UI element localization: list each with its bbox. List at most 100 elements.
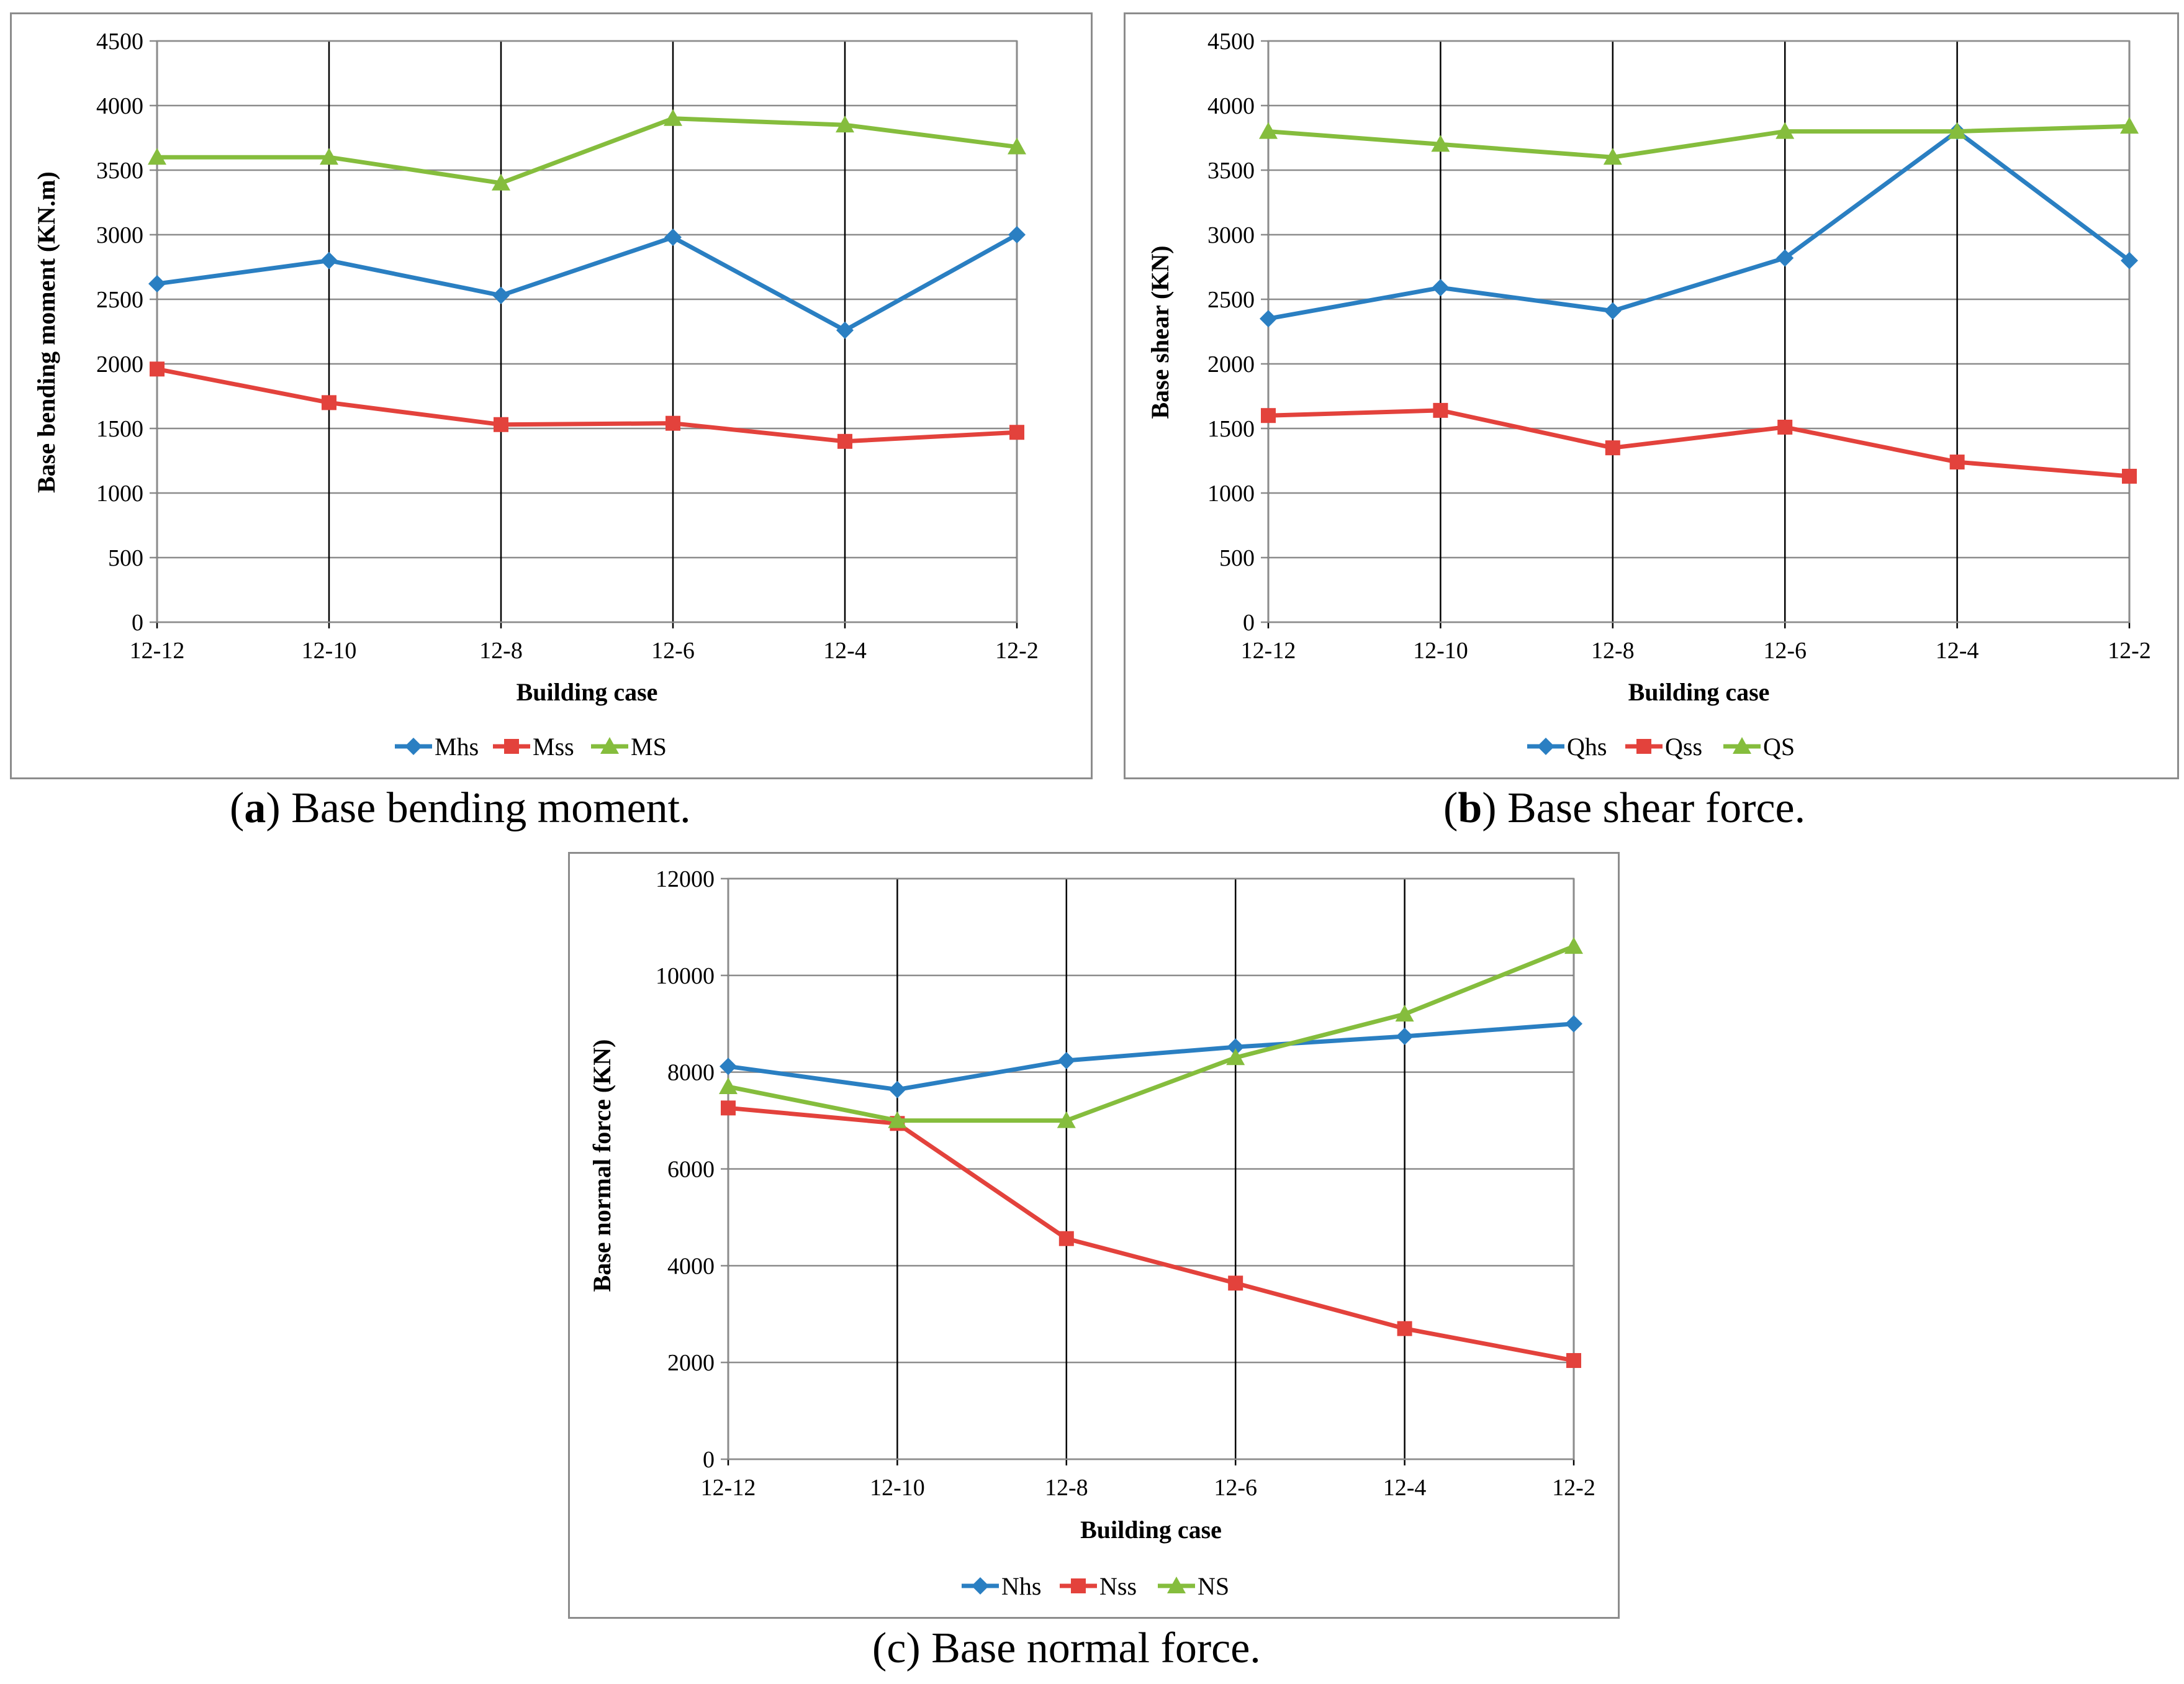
- data-point: [492, 173, 510, 191]
- data-point: [664, 109, 682, 126]
- caption-text: Base normal force.: [920, 1624, 1261, 1672]
- x-tick-label: 12-2: [995, 638, 1039, 664]
- x-tick-label: 12-10: [870, 1475, 925, 1501]
- x-tick-label: 12-6: [1763, 638, 1807, 664]
- y-tick-label: 2500: [1207, 287, 1255, 313]
- chart-panel-a: 0 500 1000 1500 2000 2500 3000 3500 4000 4500 12-1…: [10, 12, 1093, 779]
- line-chart: 0 2000 4000 6000 8000 10000 12000 12-12 12-10 12-…: [568, 852, 1620, 1619]
- data-point: [719, 1077, 738, 1095]
- legend-label: Qss: [1665, 733, 1702, 761]
- data-point: [1259, 122, 1278, 139]
- y-tick-label: 1000: [96, 481, 143, 507]
- data-point: [836, 115, 854, 133]
- data-point: [1564, 937, 1583, 954]
- data-point: [1226, 1048, 1245, 1066]
- legend-item-qs: QS: [1723, 733, 1795, 761]
- chart-frame: [10, 12, 1093, 779]
- y-tick-label: 3000: [96, 222, 143, 248]
- plot-area-border: [156, 40, 1018, 623]
- data-point: [888, 1111, 907, 1128]
- y-tick-label: 4000: [1207, 93, 1255, 119]
- y-tick-label: 500: [108, 545, 143, 571]
- series-nhs: [720, 1015, 1582, 1098]
- data-point: [1057, 1051, 1075, 1069]
- data-point: [494, 417, 508, 432]
- x-axis-title: Building case: [517, 678, 658, 706]
- series-qss: [1261, 402, 2137, 484]
- line-chart: 0 500 1000 1500 2000 2500 3000 3500 4000 4500 12-1…: [10, 12, 1093, 779]
- y-tick-label: 0: [1243, 610, 1255, 636]
- y-tick-label: 0: [703, 1447, 715, 1473]
- line-chart: 0 500 1000 1500 2000 2500 3000 3500 4000 4500 12-1…: [1124, 12, 2179, 779]
- legend-item-mhs: Mhs: [395, 733, 479, 761]
- caption-label: c: [887, 1624, 906, 1672]
- x-axis-title: Building case: [1628, 678, 1770, 706]
- legend-marker: [1733, 737, 1751, 754]
- x-tick-label: 12-4: [1936, 638, 1979, 664]
- data-point: [320, 148, 338, 165]
- legend-marker: [504, 739, 519, 754]
- data-point: [2121, 251, 2138, 269]
- y-tick-label: 4500: [1207, 29, 1255, 55]
- legend-label: NS: [1198, 1572, 1229, 1600]
- data-point: [1009, 425, 1024, 440]
- legend-label: MS: [631, 733, 667, 761]
- data-point: [1395, 1005, 1414, 1022]
- y-tick-label: 0: [132, 610, 143, 636]
- series-line: [157, 116, 1018, 186]
- data-point: [1776, 249, 1794, 267]
- y-tick-label: 4000: [667, 1253, 715, 1279]
- caption-text: Base bending moment.: [280, 784, 691, 832]
- series-line: [728, 944, 1575, 1123]
- data-point: [1261, 408, 1276, 423]
- series-ms: [148, 109, 1026, 191]
- caption-label: a: [244, 784, 266, 832]
- series-line: [1268, 129, 2131, 321]
- data-point: [1058, 1231, 1074, 1246]
- legend-item-qhs: Qhs: [1527, 733, 1607, 761]
- data-point: [666, 415, 680, 431]
- chart-panel-b: 0 500 1000 1500 2000 2500 3000 3500 4000 4500 12-1…: [1124, 12, 2179, 779]
- data-point: [2120, 117, 2139, 134]
- data-point: [492, 286, 510, 304]
- series-line: [156, 232, 1018, 333]
- data-point: [1260, 310, 1277, 328]
- series-line: [728, 1105, 1574, 1363]
- y-tick-label: 12000: [656, 866, 715, 892]
- data-point: [322, 395, 336, 410]
- legend-item-nhs: Nhs: [962, 1572, 1041, 1600]
- x-tick-label: 12-6: [1214, 1475, 1257, 1501]
- legend: Qhs Qss QS: [1527, 733, 1795, 761]
- legend-marker: [1071, 1578, 1086, 1593]
- series-line: [1268, 408, 2130, 479]
- caption-a: (a) Base bending moment.: [230, 784, 691, 832]
- data-point: [1565, 1015, 1582, 1033]
- y-tick-label: 2000: [1207, 351, 1255, 378]
- y-tick-label: 10000: [656, 963, 715, 989]
- data-point: [150, 361, 165, 377]
- x-tick-label: 12-8: [1591, 638, 1635, 664]
- y-tick-label: 2000: [96, 351, 143, 378]
- y-tick-label: 6000: [667, 1157, 715, 1183]
- data-point: [664, 229, 682, 247]
- x-tick-label: 12-8: [479, 638, 523, 664]
- plot-area-border: [1267, 40, 2131, 623]
- legend-item-ms: MS: [591, 733, 667, 761]
- series-line: [156, 366, 1018, 444]
- y-tick-label: 1500: [96, 416, 143, 442]
- legend-marker: [1537, 738, 1555, 755]
- legend-marker: [1167, 1577, 1186, 1593]
- data-point: [1566, 1353, 1581, 1369]
- y-axis-title: Base bending moment (KN.m): [32, 171, 60, 493]
- series-mhs: [148, 226, 1026, 339]
- legend-item-nss: Nss: [1060, 1572, 1137, 1600]
- y-tick-label: 4500: [96, 29, 143, 55]
- legend-label: Mhs: [435, 733, 479, 761]
- caption-c: (c) Base normal force.: [872, 1624, 1261, 1672]
- data-point: [836, 321, 854, 339]
- legend-label: Nhs: [1001, 1572, 1041, 1600]
- legend-label: Mss: [533, 733, 574, 761]
- legend-item-qss: Qss: [1625, 733, 1702, 761]
- y-tick-label: 3500: [1207, 158, 1255, 184]
- data-point: [148, 148, 166, 165]
